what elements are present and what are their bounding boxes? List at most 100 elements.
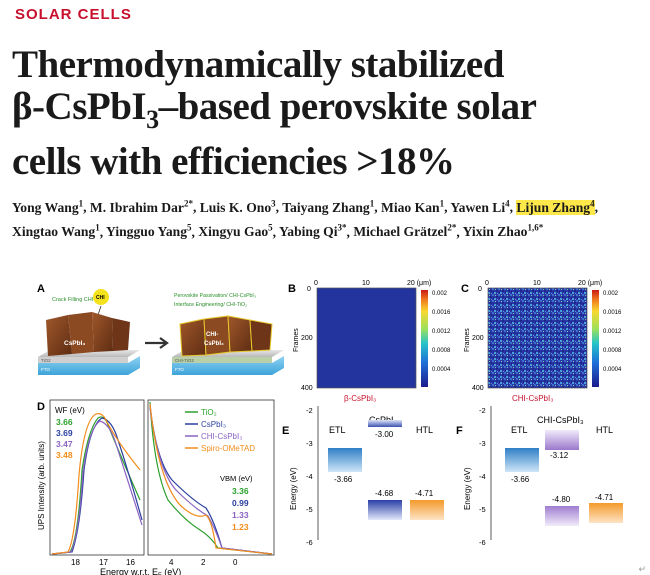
- author: Yingguo Yang5: [106, 222, 192, 240]
- author: Taiyang Zhang1: [282, 198, 375, 215]
- colorbar: [421, 290, 428, 387]
- svg-text:-3.66: -3.66: [334, 475, 353, 484]
- crystal: [112, 318, 130, 351]
- pvk-cb-band: [368, 420, 402, 427]
- chi-curve-left: [51, 420, 143, 555]
- title-line-2: β-CsPbI3–based perovskite solar: [12, 85, 537, 134]
- panel-c-label: C: [461, 283, 469, 295]
- svg-text:200: 200: [472, 335, 484, 342]
- svg-text:0.99: 0.99: [232, 498, 249, 508]
- fto-text-left: FTO: [41, 367, 50, 372]
- svg-text:17: 17: [99, 558, 108, 567]
- title-line-3: cells with efficiencies >18%: [12, 139, 455, 183]
- frames-label: Frames: [293, 328, 300, 352]
- svg-text:0.0016: 0.0016: [603, 310, 622, 316]
- transform-arrow-icon: [145, 337, 169, 349]
- svg-text:1.23: 1.23: [232, 522, 249, 532]
- svg-text:-6: -6: [479, 538, 486, 547]
- colorbar: [592, 290, 599, 387]
- author: Yong Wang1: [12, 198, 84, 215]
- svg-text:0.002: 0.002: [603, 291, 619, 297]
- svg-text:20 (μm): 20 (μm): [578, 280, 602, 287]
- chi-tio2-text-right: CHI-TiO2: [175, 358, 194, 363]
- crystal: [249, 319, 273, 352]
- tio2-curve-right: [149, 401, 273, 555]
- pvk-vb-band: [368, 500, 402, 520]
- svg-text:0: 0: [233, 558, 238, 567]
- svg-text:3.66: 3.66: [56, 417, 73, 427]
- svg-text:-5: -5: [306, 505, 313, 514]
- svg-text:18: 18: [71, 558, 80, 567]
- panel-b-caption: β-CsPbI₃: [344, 394, 376, 403]
- panel-f: F Energy (eV) -2 -3 -4 -5 -6 ETL CHI-CsP…: [456, 406, 623, 547]
- author: Yabing Qi3*: [278, 222, 347, 240]
- svg-text:-3: -3: [306, 439, 313, 448]
- chi-cspbi3-crystal-text-1: CHI-: [206, 332, 218, 338]
- svg-text:3.36: 3.36: [232, 486, 249, 496]
- svg-text:ETL: ETL: [511, 425, 528, 435]
- svg-text:10: 10: [533, 280, 541, 287]
- svg-text:3.48: 3.48: [56, 450, 73, 460]
- ups-ylabel: UPS Intensity (arb. units): [37, 441, 46, 530]
- ups-legend: TiO₂ CsPbI₃ CHI-CsPbI₃ Spiro-OMeTAD: [185, 408, 255, 453]
- svg-text:-4.71: -4.71: [415, 489, 434, 498]
- chi-cspbi3-crystal-text-2: CsPbI₃: [204, 341, 224, 347]
- svg-text:-4: -4: [306, 472, 313, 481]
- svg-text:TiO₂: TiO₂: [201, 408, 217, 417]
- panel-f-label: F: [456, 425, 463, 437]
- svg-text:-3.66: -3.66: [511, 475, 530, 484]
- crystal: [92, 312, 113, 352]
- crystal: [227, 315, 253, 353]
- spiro-curve-right: [149, 403, 273, 555]
- fto-layer-left: [38, 356, 140, 375]
- fto-layer-right: [172, 356, 284, 375]
- wf-title: WF (eV): [55, 406, 85, 415]
- svg-text:0: 0: [307, 286, 311, 293]
- energy-ylabel-f: Energy (eV): [463, 467, 472, 510]
- svg-text:HTL: HTL: [596, 425, 613, 435]
- chi-curve-right: [149, 407, 273, 555]
- spiro-curve-left: [51, 413, 141, 555]
- svg-text:400: 400: [472, 385, 484, 392]
- chi-bubble-icon: [93, 289, 109, 305]
- svg-text:-3.00: -3.00: [375, 430, 394, 439]
- svg-text:-4.68: -4.68: [375, 489, 394, 498]
- corner-mark: ↵: [638, 565, 646, 575]
- svg-text:0.0008: 0.0008: [432, 348, 451, 354]
- htl-band: [410, 500, 444, 520]
- afm-map-uniform: [316, 287, 417, 389]
- svg-text:0.0008: 0.0008: [603, 348, 622, 354]
- svg-text:CsPbI₃: CsPbI₃: [201, 420, 226, 429]
- energy-ylabel-e: Energy (eV): [289, 467, 298, 510]
- svg-text:0.002: 0.002: [432, 291, 448, 297]
- panel-e-label: E: [282, 425, 289, 437]
- pvk-cb-band: [545, 430, 579, 450]
- panel-a: A Crack Filling CHI CHI TiO2 FTO CsPbI₃ …: [37, 283, 284, 375]
- bullet-interface: Interface Engineering/ CHI-TiO₂: [174, 302, 247, 308]
- svg-text:-5: -5: [479, 505, 486, 514]
- svg-text:-4.80: -4.80: [552, 495, 571, 504]
- author: Yawen Li4: [450, 198, 510, 215]
- svg-text:0.0004: 0.0004: [603, 367, 622, 373]
- svg-text:1.33: 1.33: [232, 510, 249, 520]
- svg-text:0.0012: 0.0012: [432, 329, 451, 335]
- svg-text:10: 10: [362, 280, 370, 287]
- svg-text:0: 0: [314, 280, 318, 287]
- svg-text:16: 16: [126, 558, 135, 567]
- section-label: SOLAR CELLS: [15, 6, 132, 23]
- svg-text:0.0012: 0.0012: [603, 329, 622, 335]
- fto-text-right: FTO: [175, 367, 184, 372]
- svg-text:-3.12: -3.12: [550, 451, 569, 460]
- panel-b-label: B: [288, 283, 296, 295]
- crystal: [46, 315, 72, 356]
- svg-text:4: 4: [169, 558, 174, 567]
- svg-text:-2: -2: [306, 406, 313, 415]
- svg-text:Spiro-OMeTAD: Spiro-OMeTAD: [201, 444, 255, 453]
- chi-bubble-text: CHI: [96, 295, 105, 301]
- svg-text:2: 2: [201, 558, 206, 567]
- paper-title: Thermodynamically stabilized β-CsPbI3–ba…: [12, 44, 642, 183]
- htl-band: [589, 503, 623, 523]
- crack-filling-text: Crack Filling CHI: [52, 297, 94, 303]
- author: Xingyu Gao5: [198, 222, 273, 240]
